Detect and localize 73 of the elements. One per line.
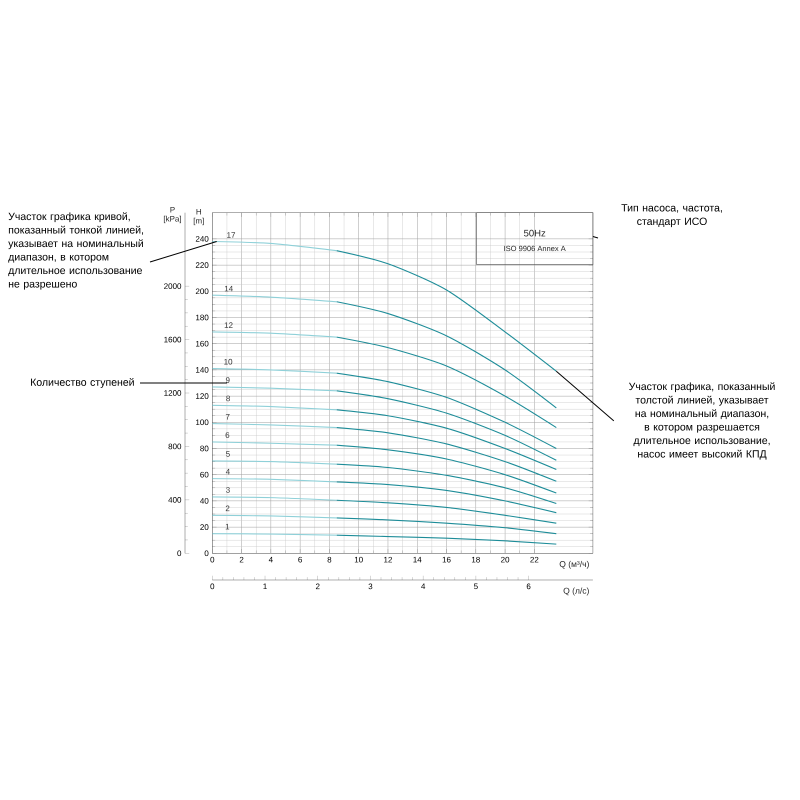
text: Тип насоса, частота, стандарт ИСО (621, 204, 722, 228)
series-label: 4 (226, 468, 230, 474)
y-tick-label: 20 (200, 524, 208, 530)
annotation: Участок графика кривой, показанный тонкой линией, указывает на номинальный диапазон, в котором длительное использование не разрешено (8, 212, 144, 290)
x-tick-label: 4 (268, 556, 273, 562)
x-tick-label: 10 (354, 556, 363, 562)
series-label: 12 (224, 322, 233, 328)
x-tick-label: 12 (384, 556, 392, 562)
x-tick-label: 22 (530, 556, 538, 562)
annotation: Количество ступеней (31, 378, 134, 388)
y2-axis-title: P [kPa] (164, 206, 182, 224)
y-axis-title: H [m] (194, 208, 204, 226)
text: Участок графика, показанный толстой линией, указывает на номинальный диапазон, в котором разрешается длительное использование, насос имеет высокий КПД (628, 382, 775, 460)
series-label: 10 (224, 358, 232, 365)
series-label: 8 (226, 396, 230, 402)
line-series (336, 481, 557, 514)
x-tick-label: 20 (501, 556, 510, 562)
y2-tick-label: 1600 (164, 336, 182, 342)
y-tick-label: 120 (196, 393, 208, 399)
series-label: 17 (227, 232, 236, 238)
line-series (336, 250, 557, 372)
x-tick-label: 6 (298, 556, 302, 562)
y-tick-label: 140 (196, 367, 208, 373)
series-label: 1 (226, 524, 230, 530)
x2-tick-label: 5 (474, 584, 478, 590)
x-tick-label: 14 (413, 556, 422, 562)
line-series (336, 534, 557, 545)
y2-tick-label: 800 (168, 444, 182, 450)
x-tick-label: 2 (240, 556, 244, 562)
x2-tick-label: 6 (526, 584, 530, 590)
x-tick-label: 8 (328, 556, 332, 562)
series-label: 5 (226, 451, 230, 457)
x-tick-label: 16 (442, 556, 451, 562)
line-series (336, 444, 557, 494)
line-series (336, 409, 557, 470)
y-tick-label: 80 (200, 446, 208, 452)
y-tick-label: 240 (196, 236, 208, 242)
line-series (336, 372, 557, 450)
line-series (336, 301, 557, 408)
x-axis-title: Q (м³/ч) (560, 560, 589, 569)
y2-tick-label: 400 (168, 497, 182, 503)
x2-tick-label: 0 (210, 584, 214, 590)
y2-tick-label: 2000 (164, 283, 182, 289)
series-label: 7 (226, 414, 230, 420)
series-label: 3 (226, 487, 230, 493)
series-label: 9 (226, 377, 230, 383)
line-series (336, 336, 557, 428)
series-label: 6 (226, 432, 230, 438)
y-tick-label: 60 (200, 472, 208, 478)
x2-tick-label: 4 (421, 584, 426, 590)
y-tick-label: 200 (196, 288, 208, 294)
y-tick-label: 180 (196, 314, 208, 320)
x2-tick-label: 2 (316, 584, 320, 590)
line-series (336, 464, 557, 504)
line-series (336, 426, 557, 482)
y-tick-label: 0 (204, 550, 208, 556)
y-tick-label: 220 (196, 262, 208, 268)
y2-tick-label: 0 (177, 550, 182, 556)
series-label: 2 (226, 506, 230, 512)
x-tick-label: 18 (472, 556, 480, 562)
line-series (336, 500, 557, 524)
x-tick-label: 0 (210, 556, 214, 562)
x2-tick-label: 3 (368, 584, 372, 590)
y2-tick-label: 1200 (164, 390, 182, 396)
line-series (336, 390, 557, 461)
x2-axis-title: Q (л/с) (564, 588, 589, 596)
y-tick-label: 100 (196, 419, 208, 426)
y-tick-label: 40 (200, 498, 208, 504)
series-label: 14 (224, 286, 233, 292)
annotation: 50Hz (524, 230, 546, 236)
y-tick-label: 160 (196, 340, 208, 347)
x2-tick-label: 1 (263, 584, 267, 590)
line-series (336, 517, 557, 534)
